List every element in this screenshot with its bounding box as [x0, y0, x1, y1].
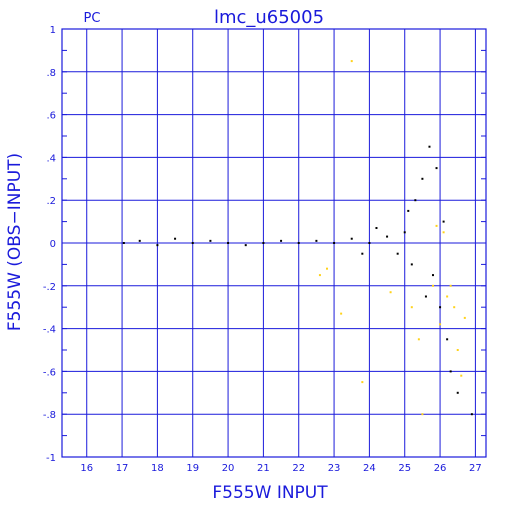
x-tick-label: 22 — [292, 463, 305, 474]
highlight-point — [350, 60, 353, 63]
data-point — [396, 252, 399, 255]
highlight-point — [389, 291, 392, 294]
data-point — [191, 242, 194, 244]
y-tick-label: -.4 — [43, 325, 56, 336]
data-point — [262, 242, 265, 244]
data-point — [368, 242, 371, 244]
highlight-point — [326, 267, 328, 270]
data-point — [456, 391, 459, 394]
data-point — [410, 263, 413, 266]
data-point — [209, 239, 212, 242]
highlight-point — [463, 316, 466, 319]
x-tick-label: 25 — [398, 463, 411, 474]
data-point — [414, 199, 417, 202]
data-point — [421, 177, 424, 180]
y-tick-labels: -1 -.8 -.6 -.4 -.2 0 .2 .4 .6 .8 1 — [43, 25, 56, 464]
data-point — [432, 274, 434, 277]
y-tick-label: .2 — [46, 196, 56, 207]
x-tick-label: 23 — [328, 463, 341, 474]
data-point — [403, 231, 406, 234]
data-point — [435, 167, 438, 170]
data-point — [375, 227, 378, 230]
highlight-point — [410, 306, 413, 309]
data-point — [407, 209, 410, 212]
y-tick-label: .6 — [46, 111, 56, 122]
x-tick-label: 24 — [363, 463, 376, 474]
highlight-point — [361, 381, 364, 384]
highlight-point — [460, 374, 463, 377]
y-tick-label: 0 — [50, 239, 56, 250]
data-point — [227, 242, 230, 244]
highlight-point — [442, 231, 445, 234]
data-point — [470, 413, 473, 416]
data-point — [439, 306, 442, 309]
data-point — [297, 242, 300, 244]
highlight-point — [432, 284, 434, 287]
y-tick-label: .8 — [46, 68, 56, 79]
x-tick-label: 21 — [257, 463, 270, 474]
y-tick-label: -1 — [46, 453, 56, 464]
data-point — [424, 295, 427, 298]
y-tick-label: -.8 — [43, 410, 56, 421]
x-tick-label: 26 — [434, 463, 447, 474]
y-tick-label: 1 — [50, 25, 56, 36]
plot-frame — [61, 28, 487, 458]
x-tick-label: 18 — [151, 463, 164, 474]
chart-title: lmc_u65005 — [214, 7, 324, 28]
data-point — [138, 239, 141, 242]
highlight-point — [340, 312, 343, 315]
data-point — [156, 244, 159, 247]
x-tick-label: 17 — [116, 463, 129, 474]
data-point — [174, 237, 177, 240]
x-axis-label: F555W INPUT — [212, 483, 328, 503]
highlight-point — [446, 295, 449, 298]
data-point — [350, 237, 353, 240]
x-tick-label: 16 — [80, 463, 93, 474]
x-tick-labels: 16 17 18 19 20 21 22 23 24 25 26 27 — [80, 463, 481, 474]
highlight-point — [421, 413, 424, 416]
highlight-point — [439, 323, 442, 326]
highlight-point — [453, 306, 456, 309]
highlight-point — [456, 349, 459, 351]
highlight-point — [449, 284, 452, 287]
x-tick-label: 20 — [222, 463, 235, 474]
highlight-point — [417, 338, 420, 341]
y-tick-label: .4 — [46, 153, 56, 164]
data-point — [446, 338, 449, 341]
data-point — [442, 220, 445, 223]
y-tick-label: -.2 — [43, 282, 56, 293]
highlight-point — [318, 274, 321, 277]
data-point — [386, 235, 389, 238]
data-point — [315, 239, 318, 242]
corner-label: PC — [84, 11, 101, 26]
data-point — [122, 242, 125, 244]
data-points — [122, 60, 473, 416]
x-tick-label: 19 — [186, 463, 199, 474]
y-tick-label: -.6 — [43, 367, 56, 378]
data-point — [333, 242, 336, 244]
data-point — [428, 145, 431, 148]
y-axis-label: F555W (OBS−INPUT) — [5, 153, 25, 331]
data-point — [280, 239, 283, 242]
highlight-point — [435, 224, 438, 227]
data-point — [361, 252, 364, 255]
data-point — [449, 370, 452, 373]
data-point — [244, 244, 247, 247]
x-tick-label: 27 — [469, 463, 482, 474]
